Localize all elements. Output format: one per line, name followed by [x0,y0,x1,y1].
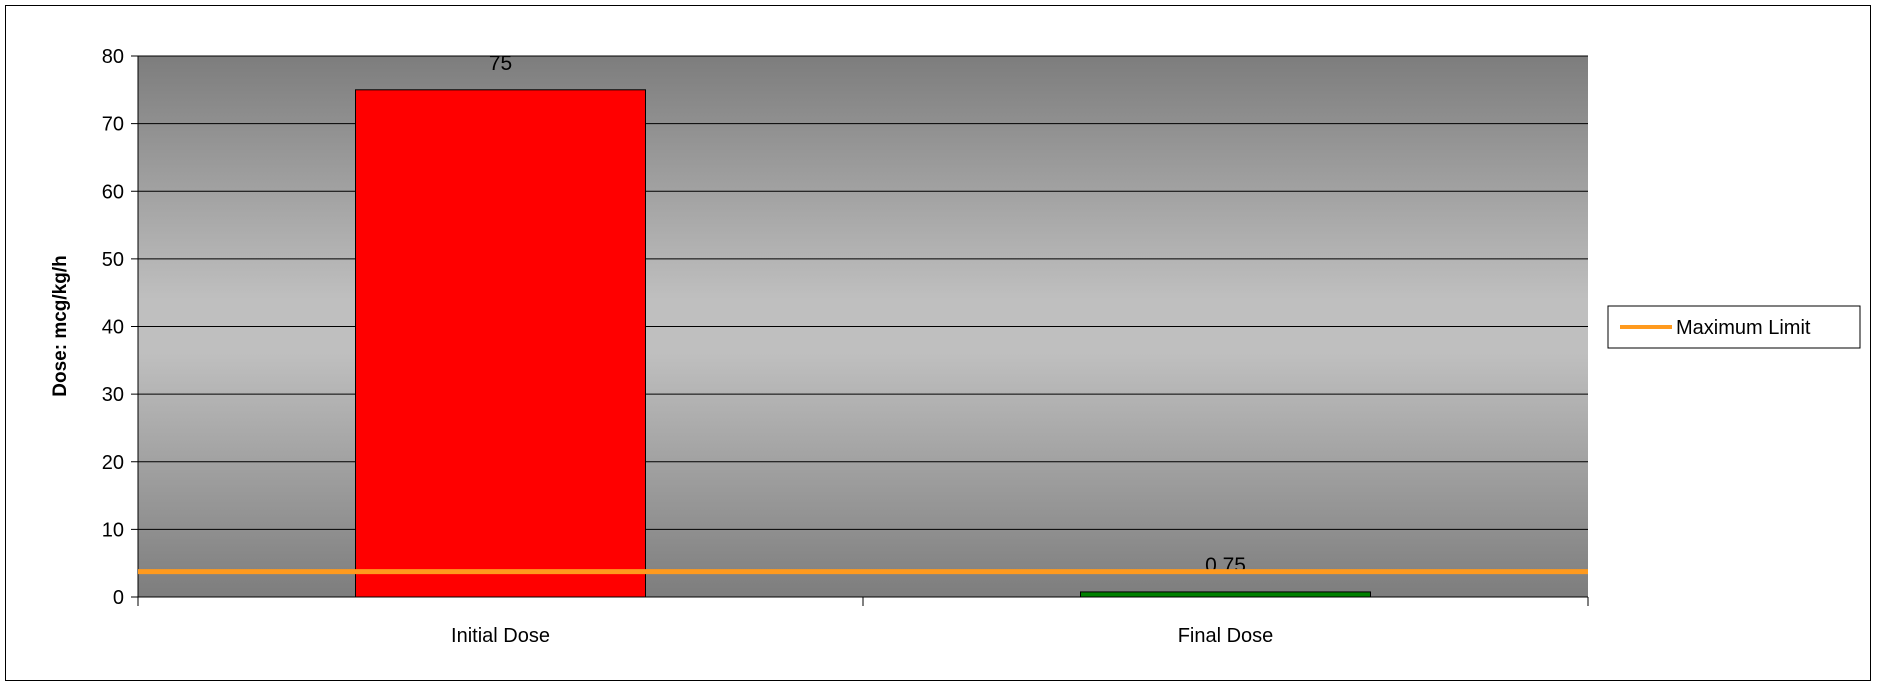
legend: Maximum Limit [1607,305,1861,349]
y-tick-label: 80 [102,46,124,68]
y-tick-label: 50 [102,249,124,271]
y-tick-labels: 0 10 20 30 40 50 60 70 80 [102,46,124,609]
bar-final-dose [1080,591,1371,598]
bar-initial-dose [355,89,646,598]
y-tick-label: 0 [113,587,124,609]
y-tick-label: 40 [102,317,124,339]
x-tick-label: Final Dose [1178,625,1274,647]
y-tick-label: 20 [102,452,124,474]
data-label: 75 [489,52,512,75]
y-axis-label: Dose: mcg/kg/h [50,255,71,396]
y-tick-label: 70 [102,114,124,136]
y-tick-label: 10 [102,519,124,541]
legend-entry-maximum-limit: Maximum Limit [1676,317,1811,339]
y-tick-label: 30 [102,384,124,406]
bars [355,89,1371,598]
y-tick-label: 60 [102,181,124,203]
x-tick-labels: Initial Dose Final Dose [451,625,1273,647]
x-tick-label: Initial Dose [451,625,550,647]
